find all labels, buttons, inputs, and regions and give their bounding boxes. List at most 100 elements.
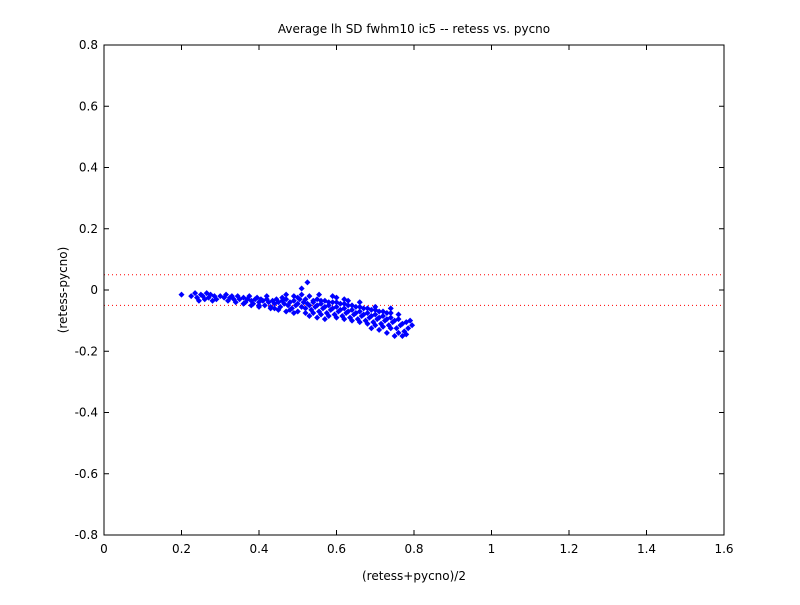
data-point [405, 325, 412, 332]
data-point [356, 319, 363, 326]
data-point [349, 317, 355, 324]
data-point [213, 296, 220, 303]
data-point [387, 314, 394, 321]
data-point [333, 314, 340, 321]
data-point [407, 317, 414, 324]
data-point [372, 311, 379, 318]
data-point [403, 331, 410, 338]
data-point [261, 302, 268, 309]
data-point [310, 309, 317, 316]
data-point [356, 308, 363, 315]
data-point [395, 316, 402, 323]
data-point [302, 296, 309, 303]
data-point [294, 300, 301, 307]
y-tick-label: -0.6 [75, 467, 98, 481]
data-point [318, 300, 324, 307]
y-tick-label: 0 [90, 283, 98, 297]
data-point [325, 302, 332, 309]
data-point [290, 297, 297, 304]
data-point [356, 299, 363, 306]
data-points [178, 279, 416, 339]
axes-frame [103, 44, 725, 536]
data-point [321, 297, 328, 304]
data-point [409, 322, 416, 329]
x-tick-label: 0.2 [172, 542, 191, 556]
chart-title: Average lh SD fwhm10 ic5 -- retess vs. p… [278, 22, 550, 36]
data-point [306, 313, 313, 320]
data-point [337, 300, 344, 307]
x-tick-label: 1.2 [559, 542, 578, 556]
y-tick-label: -0.2 [75, 344, 98, 358]
data-point [223, 291, 230, 298]
data-point [341, 316, 348, 323]
data-point [302, 309, 309, 316]
data-point [345, 297, 352, 304]
data-point [380, 313, 386, 320]
data-point [387, 309, 394, 316]
data-point [372, 303, 379, 310]
data-point [290, 309, 297, 316]
y-tick-label: 0.8 [79, 38, 98, 52]
axis-ticks: 0 0.2 0.4 0.6 0.8 1 1.2 1.4 1.6 -0.8 -0.6 -0.4 -0.2 0… [75, 38, 734, 556]
data-point [352, 303, 359, 310]
data-point [283, 308, 290, 315]
data-point [345, 302, 352, 309]
data-point [306, 293, 313, 300]
x-tick-label: 0.4 [249, 542, 268, 556]
data-point [395, 311, 402, 318]
data-point [275, 306, 282, 313]
data-point [387, 325, 394, 332]
data-point [329, 293, 336, 300]
data-point [178, 291, 185, 298]
data-point [395, 329, 402, 336]
x-tick-label: 1.4 [637, 542, 656, 556]
data-point [364, 309, 371, 316]
data-point [263, 293, 270, 300]
reference-lines [104, 274, 724, 306]
data-point [314, 314, 321, 321]
data-point [380, 323, 386, 330]
data-point [314, 296, 321, 303]
data-point [333, 303, 340, 310]
data-point [368, 306, 375, 313]
data-point [306, 302, 313, 309]
data-point [192, 290, 199, 297]
data-point [364, 320, 371, 327]
data-point [376, 326, 383, 333]
data-point [267, 305, 274, 312]
data-point [298, 291, 305, 298]
data-point [304, 279, 311, 286]
plot-area [104, 45, 724, 535]
data-point [376, 308, 383, 315]
data-point [372, 322, 379, 329]
x-tick-label: 0 [100, 542, 108, 556]
data-point [240, 300, 247, 307]
data-point [318, 311, 324, 318]
data-point [316, 291, 323, 298]
data-point [383, 329, 390, 336]
x-tick-label: 0.8 [404, 542, 423, 556]
data-point [341, 305, 348, 312]
data-point [321, 316, 328, 323]
x-axis-label: (retess+pycno)/2 [362, 569, 466, 583]
data-point [325, 313, 332, 320]
data-point [349, 306, 355, 313]
y-tick-label: 0.4 [79, 161, 98, 175]
data-point [383, 309, 390, 316]
data-point [188, 293, 195, 300]
y-tick-label: 0.6 [79, 99, 98, 113]
y-tick-label: -0.8 [75, 528, 98, 542]
data-point [279, 294, 286, 301]
data-point [360, 305, 367, 312]
data-point [248, 302, 255, 309]
data-point [195, 297, 202, 304]
data-point [387, 305, 394, 312]
data-point [329, 299, 336, 306]
x-tick-label: 1 [488, 542, 496, 556]
data-point [232, 299, 239, 306]
data-point [246, 293, 253, 300]
y-axis-label: (retess-pycno) [56, 247, 70, 334]
data-point [298, 285, 305, 292]
